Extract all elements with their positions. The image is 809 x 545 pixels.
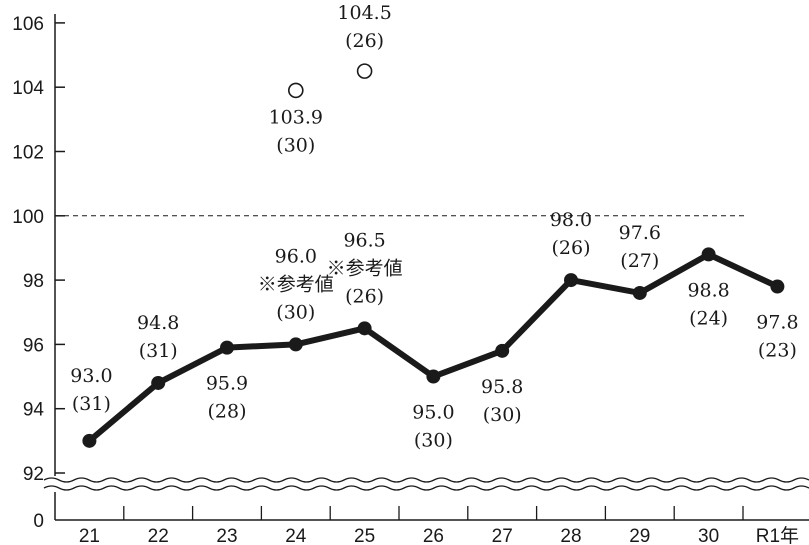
- ref-label-1-1: (26): [345, 30, 384, 52]
- x-tick-label-2: 23: [216, 526, 237, 545]
- data-label-4-1: ※参考値: [327, 257, 403, 279]
- y-tick-label-104: 104: [12, 78, 44, 99]
- x-tick-label-5: 26: [423, 526, 444, 545]
- data-label-0-0: 93.0: [70, 365, 112, 387]
- axis-break: [43, 476, 809, 492]
- data-label-5-0: 95.0: [412, 402, 454, 424]
- data-label-2-0: 95.9: [206, 373, 248, 395]
- data-label-5-1: (30): [414, 430, 453, 452]
- data-label-1-1: (31): [139, 340, 178, 362]
- ref-point-1: [356, 63, 373, 79]
- data-label-3-1: ※参考値: [258, 273, 334, 295]
- data-points: [82, 63, 785, 448]
- x-tick-label-10: R1年: [756, 525, 799, 545]
- y-tick-label-100: 100: [12, 207, 44, 228]
- x-tick-label-7: 28: [560, 526, 581, 545]
- axis-break-gap: [44, 476, 809, 492]
- point-3: [288, 337, 303, 352]
- point-5: [426, 369, 441, 384]
- point-0: [82, 433, 97, 448]
- point-8: [632, 285, 647, 300]
- point-2: [220, 340, 234, 355]
- data-label-4-0: 96.5: [343, 229, 385, 251]
- ref-label-0-0: 103.9: [269, 106, 323, 128]
- x-tick-label-3: 24: [285, 526, 307, 545]
- point-10: [770, 279, 785, 294]
- y-tick-label-98: 98: [23, 271, 44, 292]
- x-tick-labels: 21 22 23 24 25 26 27 28 29 30 R1年: [79, 525, 799, 545]
- data-label-0-1: (31): [72, 393, 111, 415]
- data-label-10-0: 97.8: [756, 312, 798, 334]
- data-label-2-1: (28): [207, 401, 246, 423]
- x-tick-label-9: 30: [698, 526, 719, 545]
- data-label-9-1: (24): [689, 307, 728, 329]
- data-label-8-0: 97.6: [619, 222, 661, 244]
- point-6: [495, 343, 510, 358]
- point-4: [357, 321, 372, 336]
- y-tick-label-0: 0: [33, 511, 44, 532]
- y-tick-label-94: 94: [23, 400, 45, 421]
- data-label-10-1: (23): [758, 340, 797, 362]
- axis-break-wave-bottom: [43, 485, 809, 491]
- data-label-3-0: 96.0: [275, 245, 317, 267]
- data-label-6-1: (30): [483, 404, 522, 426]
- x-tick-label-4: 25: [354, 526, 375, 545]
- ref-label-0-1: (30): [276, 134, 315, 156]
- y-tick-label-96: 96: [23, 335, 44, 356]
- data-label-7-0: 98.0: [550, 209, 592, 231]
- data-label-6-0: 95.8: [481, 376, 523, 398]
- data-label-1-0: 94.8: [137, 312, 179, 334]
- x-tick-label-1: 22: [148, 526, 169, 545]
- data-label-9-0: 98.8: [687, 279, 729, 301]
- data-label-7-1: (26): [551, 237, 590, 259]
- data-label-3-2: (30): [276, 301, 315, 323]
- axis-break-wave-top: [43, 477, 809, 483]
- data-label-4-2: (26): [345, 285, 384, 307]
- point-7: [564, 273, 578, 288]
- y-tick-label-102: 102: [12, 143, 44, 164]
- point-9: [701, 247, 716, 262]
- y-tick-label-106: 106: [12, 14, 44, 35]
- ref-label-1-0: 104.5: [337, 2, 391, 24]
- x-tick-label-6: 27: [492, 526, 513, 545]
- point-1: [151, 375, 166, 390]
- data-label-8-1: (27): [620, 250, 659, 272]
- ref-point-0: [287, 82, 304, 99]
- y-tick-labels: 106 104 102 100 98 96 94 92 0: [12, 14, 44, 532]
- x-tick-label-0: 21: [79, 526, 100, 545]
- y-tick-label-92: 92: [23, 464, 44, 485]
- data-labels: 93.0 (31) 94.8 (31) 95.9 (28) 96.0 ※参考値 (30) 96.5…: [70, 2, 798, 451]
- x-tick-label-8: 29: [629, 526, 650, 545]
